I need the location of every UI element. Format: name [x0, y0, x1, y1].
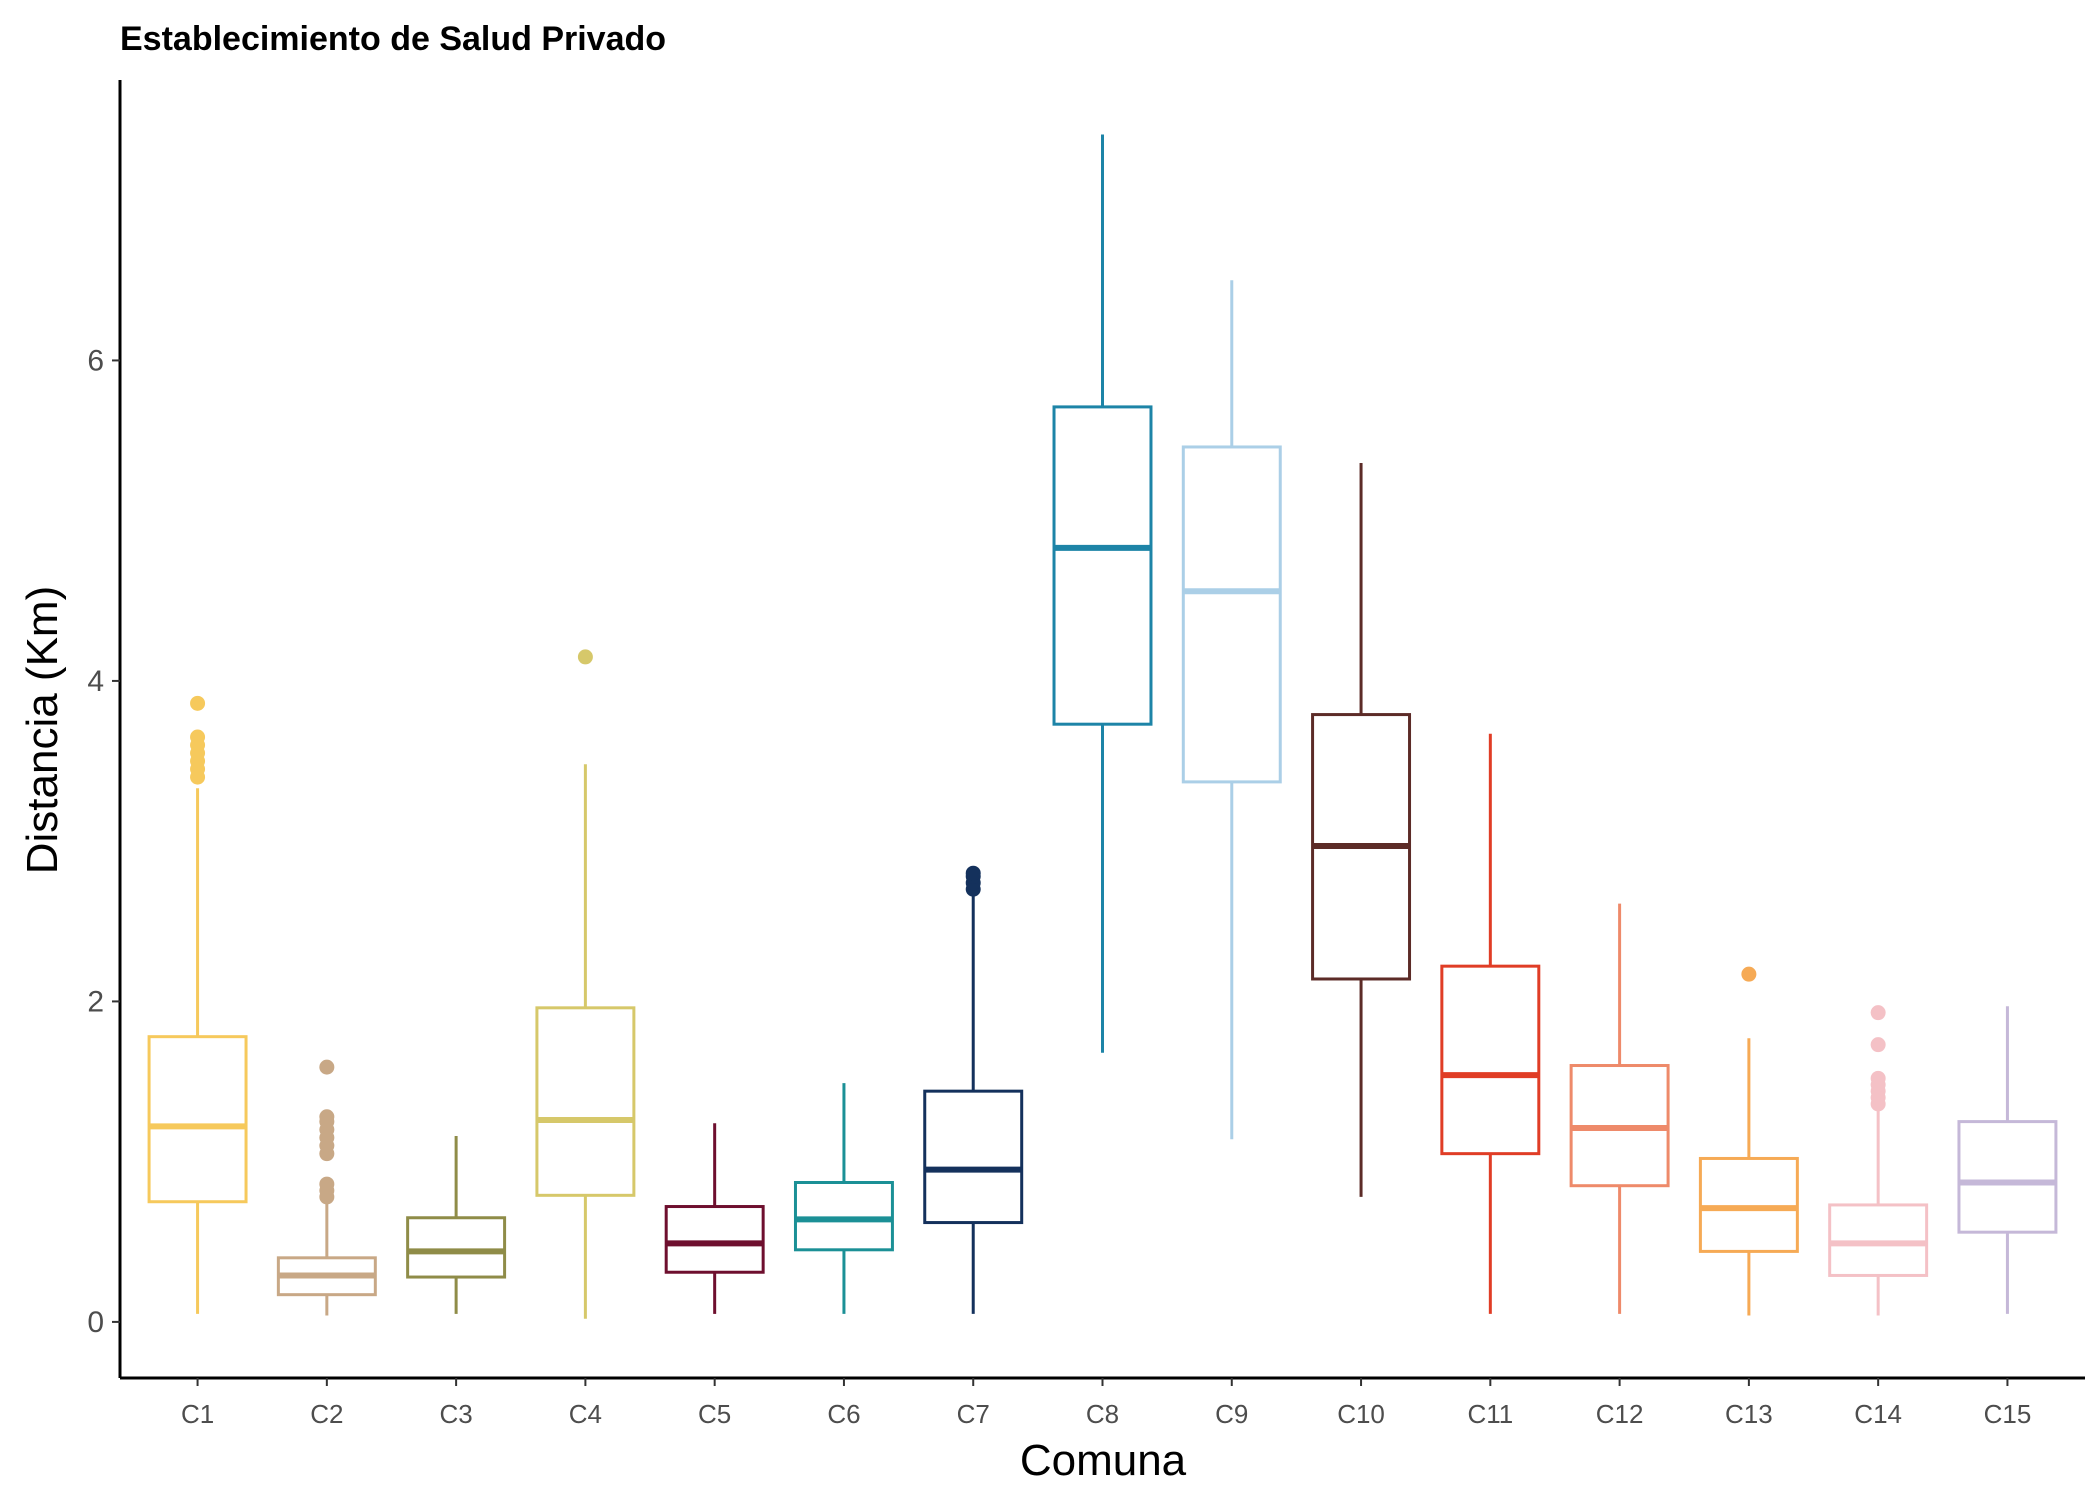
- box-c15: [1957, 1006, 2058, 1314]
- box-iqr: [664, 1205, 765, 1274]
- box-iqr: [1698, 1156, 1799, 1253]
- x-tick-label: C15: [1984, 1399, 2032, 1429]
- x-tick-label: C4: [569, 1399, 602, 1429]
- box-iqr: [793, 1180, 894, 1252]
- outlier-point: [1741, 966, 1757, 982]
- plot-area: [147, 134, 2058, 1319]
- box-c13: [1698, 966, 1799, 1316]
- x-axis-title: Comuna: [1020, 1436, 1187, 1485]
- x-tick-label: C5: [698, 1399, 731, 1429]
- box-iqr: [1957, 1120, 2058, 1234]
- y-tick-label: 6: [87, 344, 104, 377]
- box-c1: [147, 695, 248, 1314]
- x-tick-label: C8: [1086, 1399, 1119, 1429]
- box-c14: [1828, 1005, 1929, 1316]
- outlier-point: [965, 865, 981, 881]
- y-tick-label: 2: [87, 985, 104, 1018]
- box-c6: [793, 1083, 894, 1314]
- outlier-point: [319, 1176, 335, 1192]
- box-c8: [1052, 134, 1153, 1053]
- outlier-point: [190, 695, 206, 711]
- x-tick-label: C12: [1596, 1399, 1644, 1429]
- x-axis-ticks: C1 C2 C3 C4 C5 C6 C7 C8 C9 C10 C11 C12 C13 C14 C15: [181, 1378, 2031, 1429]
- box-c12: [1569, 903, 1670, 1314]
- box-iqr: [406, 1216, 507, 1279]
- y-tick-label: 0: [87, 1306, 104, 1339]
- x-tick-label: C9: [1215, 1399, 1248, 1429]
- box-c5: [664, 1123, 765, 1314]
- y-axis-ticks: 0 2 4 6: [87, 344, 120, 1339]
- box-c10: [1311, 462, 1412, 1197]
- outlier-point: [1870, 1070, 1886, 1086]
- x-tick-label: C10: [1337, 1399, 1385, 1429]
- box-c4: [535, 649, 636, 1319]
- x-tick-label: C11: [1467, 1399, 1513, 1429]
- outlier-point: [319, 1109, 335, 1125]
- x-tick-label: C2: [310, 1399, 343, 1429]
- outlier-point: [1870, 1037, 1886, 1053]
- x-tick-label: C7: [957, 1399, 990, 1429]
- box-c3: [406, 1136, 507, 1314]
- box-c7: [923, 865, 1024, 1314]
- box-iqr: [923, 1089, 1024, 1225]
- x-tick-label: C14: [1854, 1399, 1902, 1429]
- box-c2: [276, 1059, 377, 1316]
- outlier-point: [319, 1059, 335, 1075]
- chart-title: Establecimiento de Salud Privado: [120, 20, 666, 58]
- box-iqr: [1440, 964, 1541, 1156]
- y-tick-label: 4: [87, 665, 104, 698]
- outlier-point: [577, 649, 593, 665]
- x-tick-label: C3: [439, 1399, 472, 1429]
- box-c9: [1181, 280, 1282, 1140]
- box-iqr: [1052, 405, 1153, 726]
- box-iqr: [1181, 445, 1282, 784]
- x-tick-label: C1: [181, 1399, 214, 1429]
- box-iqr: [147, 1035, 248, 1204]
- x-tick-label: C6: [827, 1399, 860, 1429]
- outlier-point: [1870, 1005, 1886, 1021]
- y-axis-title: Distancia (Km): [18, 586, 67, 875]
- outlier-point: [190, 729, 206, 745]
- box-iqr: [1828, 1203, 1929, 1277]
- x-tick-label: C13: [1725, 1399, 1773, 1429]
- box-iqr: [535, 1006, 636, 1197]
- box-c11: [1440, 733, 1541, 1314]
